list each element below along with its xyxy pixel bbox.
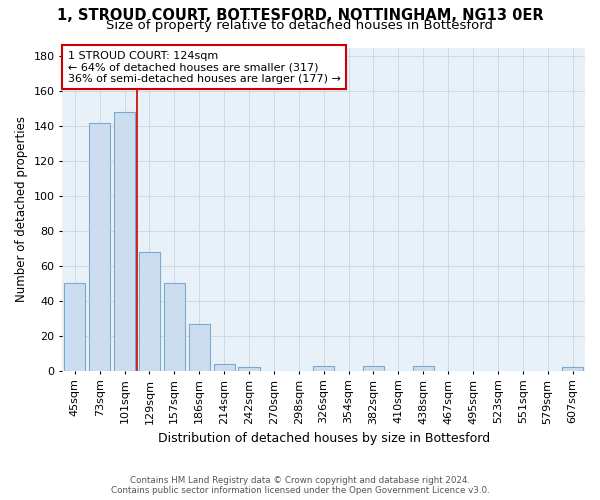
Bar: [363, 366, 384, 371]
Text: 1 STROUD COURT: 124sqm
← 64% of detached houses are smaller (317)
36% of semi-de: 1 STROUD COURT: 124sqm ← 64% of detached…: [68, 50, 340, 84]
Bar: [214, 364, 235, 371]
Bar: [313, 366, 334, 371]
Bar: [188, 324, 210, 371]
Y-axis label: Number of detached properties: Number of detached properties: [15, 116, 28, 302]
Bar: [164, 284, 185, 371]
Bar: [64, 284, 85, 371]
Text: Size of property relative to detached houses in Bottesford: Size of property relative to detached ho…: [107, 18, 493, 32]
Bar: [413, 366, 434, 371]
Bar: [562, 368, 583, 371]
Text: 1, STROUD COURT, BOTTESFORD, NOTTINGHAM, NG13 0ER: 1, STROUD COURT, BOTTESFORD, NOTTINGHAM,…: [56, 8, 544, 22]
Bar: [89, 122, 110, 371]
Text: Contains HM Land Registry data © Crown copyright and database right 2024.
Contai: Contains HM Land Registry data © Crown c…: [110, 476, 490, 495]
Bar: [238, 368, 260, 371]
X-axis label: Distribution of detached houses by size in Bottesford: Distribution of detached houses by size …: [158, 432, 490, 445]
Bar: [139, 252, 160, 371]
Bar: [114, 112, 135, 371]
